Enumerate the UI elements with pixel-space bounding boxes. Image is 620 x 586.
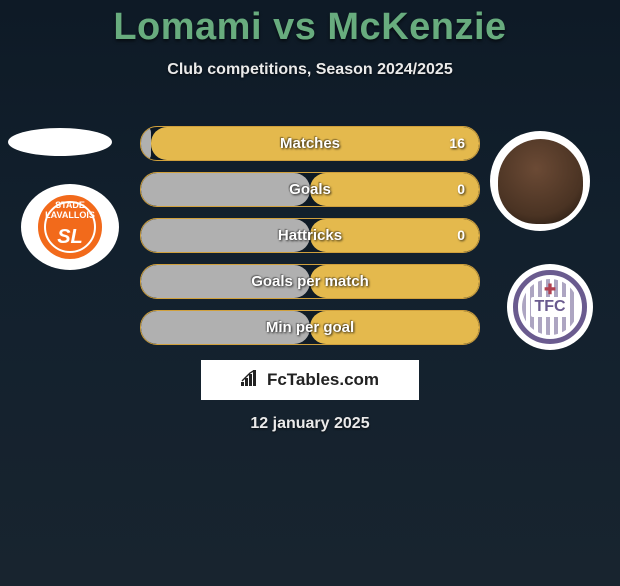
club-short: SL bbox=[38, 226, 102, 249]
stat-row: Goals per match bbox=[140, 264, 480, 299]
date-label: 12 january 2025 bbox=[0, 415, 620, 433]
player-right-avatar[interactable] bbox=[490, 131, 590, 231]
stat-value-right: 0 bbox=[457, 173, 465, 206]
stat-label: Goals per match bbox=[141, 265, 479, 298]
stat-value-right: 16 bbox=[449, 127, 465, 160]
stat-row: Matches 16 bbox=[140, 126, 480, 161]
club-badge-tfc: ✚ TFC bbox=[513, 270, 587, 344]
stat-row: Hattricks 0 bbox=[140, 218, 480, 253]
player-left-avatar[interactable] bbox=[8, 128, 112, 156]
stat-label: Hattricks bbox=[141, 219, 479, 252]
stat-row: Goals 0 bbox=[140, 172, 480, 207]
stat-value-right: 0 bbox=[457, 219, 465, 252]
cross-icon: ✚ bbox=[544, 281, 556, 298]
club-badge-sl: STADE LAVALLOIS SL bbox=[35, 192, 105, 262]
bars-icon bbox=[241, 370, 261, 391]
page-title: Lomami vs McKenzie bbox=[0, 6, 620, 49]
club-label-top: STADE LAVALLOIS bbox=[38, 201, 102, 221]
brand-text: FcTables.com bbox=[267, 370, 379, 390]
player-face-icon bbox=[498, 139, 583, 224]
stat-label: Matches bbox=[141, 127, 479, 160]
brand-link[interactable]: FcTables.com bbox=[201, 360, 419, 400]
stat-row: Min per goal bbox=[140, 310, 480, 345]
stat-label: Goals bbox=[141, 173, 479, 206]
club-left-badge[interactable]: STADE LAVALLOIS SL bbox=[21, 184, 119, 270]
club-short: TFC bbox=[531, 297, 568, 317]
season-subtitle: Club competitions, Season 2024/2025 bbox=[0, 61, 620, 79]
stat-label: Min per goal bbox=[141, 311, 479, 344]
stats-panel: Matches 16 Goals 0 Hattricks 0 Goals per… bbox=[140, 126, 480, 356]
club-right-badge[interactable]: ✚ TFC bbox=[507, 264, 593, 350]
